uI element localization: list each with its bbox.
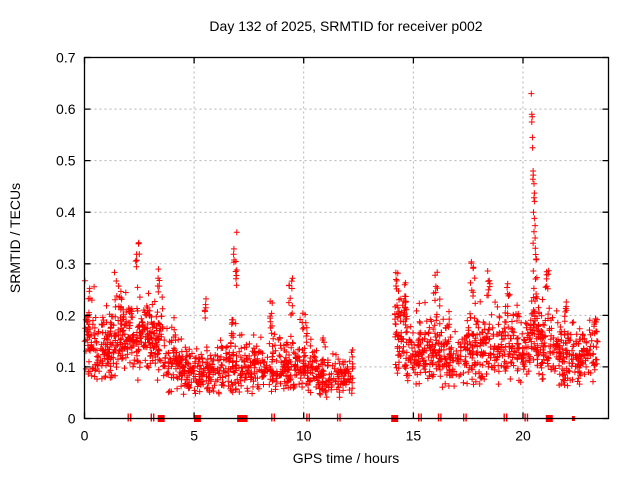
x-tick-label: 15 <box>406 428 422 444</box>
tick-labels: 0 0.1 0.2 0.3 0.4 0.5 0.6 0.7 0 5 10 15 20 <box>56 50 531 444</box>
x-tick-label: 20 <box>515 428 531 444</box>
x-tick-label: 0 <box>81 428 89 444</box>
x-axis-label: GPS time / hours <box>293 450 400 466</box>
axis-event-markers <box>127 413 575 422</box>
x-tick-label: 10 <box>296 428 312 444</box>
event-tick-pair-markers <box>127 413 529 422</box>
x-tick-label: 5 <box>190 428 198 444</box>
y-axis-label: SRMTID / TECUs <box>7 183 23 293</box>
axis-tick-marks <box>83 56 609 420</box>
y-tick-label: 0 <box>68 411 76 427</box>
data-point-markers <box>81 90 601 401</box>
chart-title: Day 132 of 2025, SRMTID for receiver p00… <box>209 18 482 34</box>
y-tick-label: 0.4 <box>56 204 76 220</box>
axes-and-ticks <box>83 56 610 420</box>
y-tick-label: 0.1 <box>56 359 76 375</box>
scatter-points <box>81 90 601 401</box>
y-tick-label: 0.2 <box>56 307 76 323</box>
plot-border <box>83 56 610 420</box>
y-tick-label: 0.7 <box>56 50 76 66</box>
y-tick-label: 0.3 <box>56 256 76 272</box>
y-tick-label: 0.6 <box>56 101 76 117</box>
y-tick-label: 0.5 <box>56 153 76 169</box>
